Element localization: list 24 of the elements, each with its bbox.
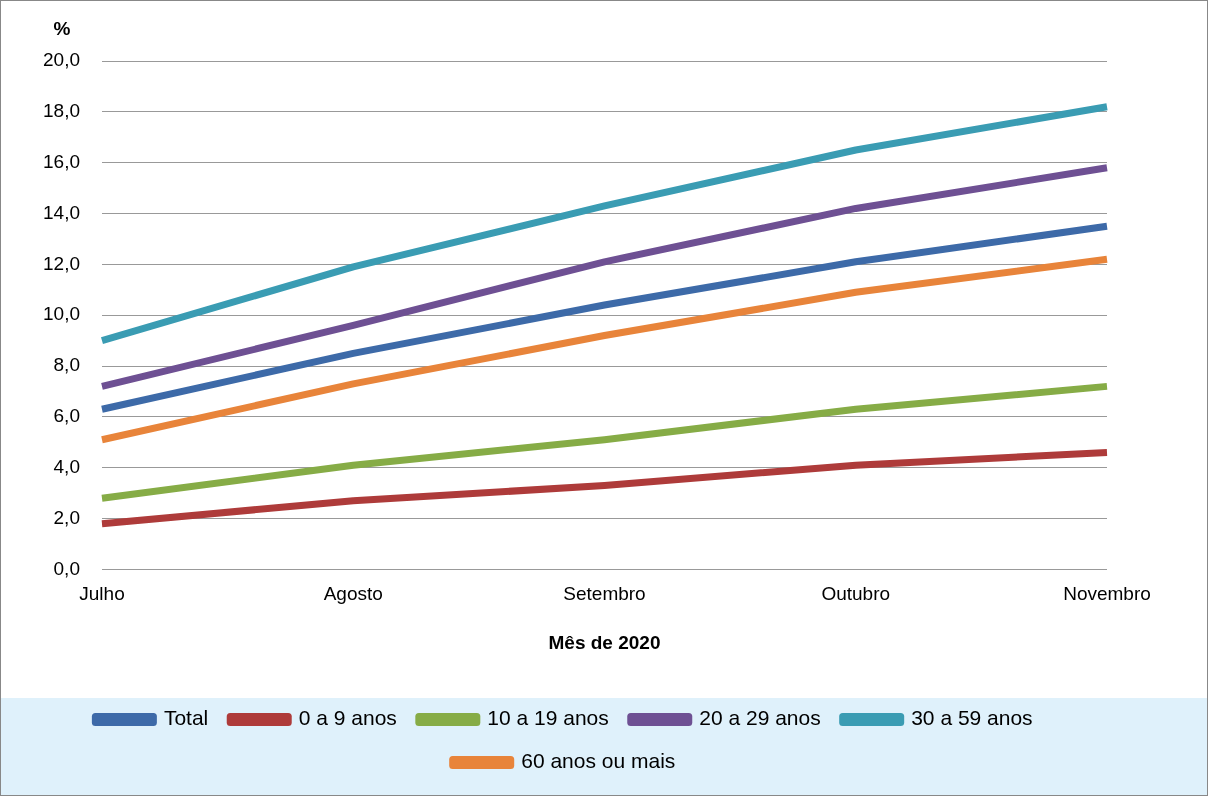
y-tick-label: 18,0 [43,100,80,122]
x-axis-title: Mês de 2020 [548,631,661,653]
y-tick-label: 10,0 [43,303,80,325]
legend-label: 20 a 29 anos [699,706,821,730]
y-tick-label: 14,0 [43,201,80,223]
y-axis-title: % [53,17,71,39]
legend-label: 30 a 59 anos [911,706,1033,730]
y-tick-label: 8,0 [53,354,80,376]
y-tick-label: 6,0 [53,405,80,427]
x-tick-label: Setembro [563,583,646,605]
legend-label: 0 a 9 anos [298,706,397,730]
y-tick-label: 20,0 [43,49,80,71]
y-tick-label: 2,0 [53,506,80,528]
y-tick-label: 0,0 [53,557,80,579]
legend-label: 60 anos ou mais [521,749,676,773]
legend-label: Total [163,706,209,730]
x-tick-label: Novembro [1063,583,1151,605]
x-tick-label: Agosto [323,583,383,605]
y-tick-label: 16,0 [43,150,80,172]
y-tick-label: 4,0 [53,455,80,477]
y-tick-label: 12,0 [43,252,80,274]
x-tick-label: Julho [79,583,125,605]
x-tick-label: Outubro [821,583,891,605]
legend-label: 10 a 19 anos [487,706,609,730]
